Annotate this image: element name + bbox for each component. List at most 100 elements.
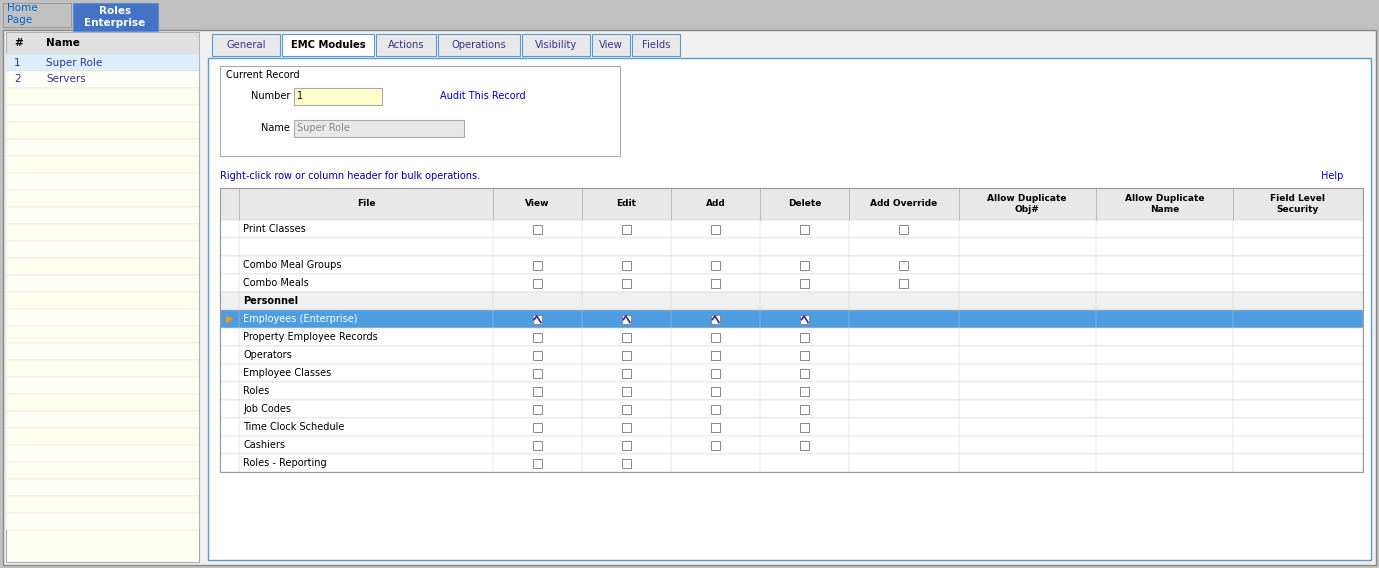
Bar [6,462,199,479]
Bar [899,278,909,287]
Bar [221,66,621,156]
Text: Employees (Enterprise): Employees (Enterprise) [243,314,357,324]
Text: Help: Help [1321,171,1343,181]
Bar [622,404,630,414]
Text: View: View [525,199,549,208]
Bar [622,350,630,360]
Bar [800,423,809,432]
Text: Print Classes: Print Classes [243,224,306,234]
Text: Combo Meals: Combo Meals [243,278,309,288]
Text: Cashiers: Cashiers [243,440,285,450]
Bar [622,423,630,432]
Bar [622,441,630,449]
Bar [221,238,1362,256]
Bar [221,220,1362,238]
Bar [6,32,199,562]
Bar [622,458,630,467]
Text: Current Record: Current Record [226,70,299,80]
Bar [221,436,1362,454]
Bar [800,386,809,395]
Bar [712,423,720,432]
Bar [6,258,199,275]
Bar [532,332,542,341]
Text: Job Codes: Job Codes [243,404,291,414]
Bar [221,274,1362,292]
Text: #: # [14,38,22,48]
Text: General: General [226,40,266,50]
Bar [6,32,199,54]
Bar [6,224,199,241]
Bar [6,88,199,105]
Bar [221,310,1362,328]
Bar [281,34,374,56]
Bar [6,394,199,411]
Bar [532,441,542,449]
Bar [6,360,199,377]
Bar [622,224,630,233]
Bar [376,34,436,56]
Bar [221,188,1362,220]
Bar [800,332,809,341]
Bar [221,328,1362,346]
Bar [6,513,199,530]
Bar [6,139,199,156]
Bar [899,261,909,269]
Bar [712,386,720,395]
Bar [6,105,199,122]
Text: Allow Duplicate
Obj#: Allow Duplicate Obj# [987,194,1067,214]
Text: Employee Classes: Employee Classes [243,368,331,378]
Bar [6,496,199,513]
Bar [532,369,542,378]
Bar [899,224,909,233]
Text: 1: 1 [296,91,303,101]
Bar [6,411,199,428]
Bar [622,369,630,378]
Bar [712,404,720,414]
Bar [800,441,809,449]
Bar [6,343,199,360]
Text: Delete: Delete [787,199,822,208]
Bar [221,188,1362,472]
Bar [6,326,199,343]
Text: Field Level
Security: Field Level Security [1270,194,1325,214]
Bar [6,71,199,88]
Bar [0,0,1379,28]
Text: Visibility: Visibility [535,40,578,50]
Text: Operations: Operations [452,40,506,50]
Bar [3,3,70,27]
Bar [712,332,720,341]
Bar [523,34,590,56]
Bar [6,173,199,190]
Bar [6,122,199,139]
Bar [800,369,809,378]
Text: Edit: Edit [616,199,636,208]
Bar [221,292,1362,310]
Bar [532,423,542,432]
Bar [6,292,199,309]
Bar [622,315,630,324]
Text: Name: Name [261,123,290,133]
Text: Operators: Operators [243,350,292,360]
Bar [532,350,542,360]
Text: Audit This Record: Audit This Record [440,91,525,101]
Text: 2: 2 [14,74,21,85]
Bar [6,156,199,173]
Bar [800,278,809,287]
Bar [632,34,680,56]
Bar [6,377,199,394]
Bar [800,224,809,233]
Bar [532,261,542,269]
Bar [800,404,809,414]
Bar [532,224,542,233]
Bar [622,332,630,341]
Text: Super Role: Super Role [46,57,102,68]
Bar [712,315,720,324]
Text: Time Clock Schedule: Time Clock Schedule [243,422,345,432]
Text: 1: 1 [14,57,21,68]
Bar [712,369,720,378]
Text: Home
Page: Home Page [7,3,37,25]
Bar [6,54,199,71]
Text: Allow Duplicate
Name: Allow Duplicate Name [1124,194,1204,214]
Bar [6,241,199,258]
Text: Fields: Fields [641,40,670,50]
